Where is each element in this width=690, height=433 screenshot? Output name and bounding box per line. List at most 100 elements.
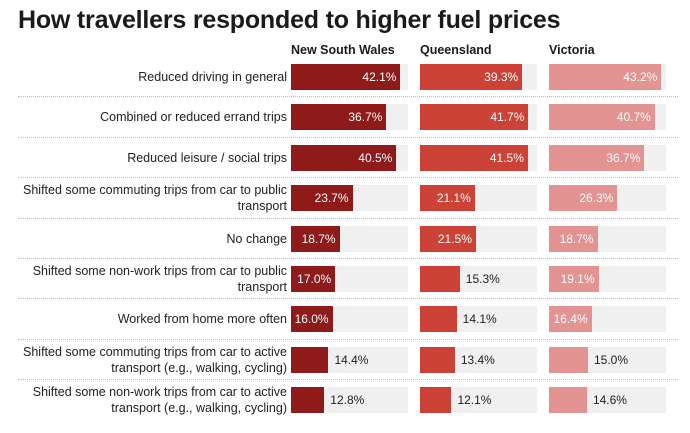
data-label: 26.3% [579, 191, 614, 206]
bar-victoria [549, 266, 599, 292]
category-label: Reduced leisure / social trips [127, 150, 287, 165]
category-label: Combined or reduced errand trips [100, 110, 287, 125]
bar-track: 16.4% [549, 306, 666, 333]
chart-title: How travellers responded to higher fuel … [18, 6, 561, 34]
data-label: 16.0% [294, 312, 329, 327]
bar-victoria [549, 225, 598, 252]
bar-track: 15.3% [420, 266, 537, 292]
category-label: Reduced driving in general [138, 70, 287, 84]
row-separator [18, 96, 678, 98]
data-label: 12.8% [330, 393, 365, 408]
bar-victoria [549, 387, 587, 414]
category-label: Worked from home more often [117, 312, 287, 327]
bar-track: 40.5% [291, 144, 408, 171]
bar-victoria [549, 64, 662, 90]
category-label: Shifted some non-work trips from car to … [32, 264, 287, 294]
bar-track: 14.4% [291, 346, 408, 373]
bar-new-south-wales [291, 387, 325, 414]
bar-track: 18.7% [291, 225, 408, 252]
bar-queensland [420, 144, 528, 171]
data-label: 18.7% [301, 231, 336, 246]
bar-track: 26.3% [549, 185, 666, 212]
bar-track: 43.2% [549, 64, 666, 90]
data-label: 42.1% [362, 70, 397, 84]
row-separator [18, 258, 678, 259]
bar-victoria [549, 306, 592, 333]
bar-queensland [420, 266, 460, 292]
bar-track: 21.5% [420, 225, 537, 252]
column-header-queensland: Queensland [420, 43, 492, 57]
bar-track: 17.0% [291, 266, 408, 292]
category-label: No change [226, 231, 287, 246]
bar-new-south-wales [291, 185, 353, 212]
row-separator [18, 217, 678, 219]
bar-victoria [549, 346, 588, 373]
data-label: 14.6% [592, 393, 627, 408]
data-label: 21.5% [437, 231, 472, 246]
data-label: 14.4% [334, 352, 369, 367]
row-separator [18, 177, 678, 179]
bar-queensland [420, 346, 455, 373]
bar-track: 42.1% [291, 64, 408, 90]
bar-new-south-wales [291, 64, 401, 90]
bar-track: 13.4% [420, 346, 537, 373]
row-separator [18, 338, 678, 340]
bar-track: 36.7% [291, 104, 408, 131]
bar-queensland [420, 104, 529, 131]
data-label: 41.7% [490, 110, 525, 125]
bar-queensland [420, 387, 452, 414]
data-label: 39.3% [484, 70, 519, 84]
data-label: 15.0% [594, 352, 629, 367]
bar-track: 23.7% [291, 185, 408, 212]
bar-track: 21.1% [420, 185, 537, 212]
category-label: Shifted some non-work trips from car to … [32, 385, 287, 416]
data-label: 17.0% [297, 272, 332, 286]
data-label: 18.7% [559, 231, 594, 246]
bar-new-south-wales [291, 306, 333, 333]
data-label: 15.3% [465, 272, 500, 286]
bar-track: 18.7% [549, 225, 666, 252]
bar-track: 16.0% [291, 306, 408, 333]
bar-track: 15.0% [549, 346, 666, 373]
bar-track: 36.7% [549, 144, 666, 171]
bar-victoria [549, 185, 618, 212]
bar-queensland [420, 306, 457, 333]
column-header-new-south-wales: New South Wales [291, 43, 395, 57]
data-label: 12.1% [457, 393, 492, 408]
bar-victoria [549, 104, 655, 131]
data-label: 23.7% [314, 191, 349, 206]
row-separator [18, 298, 678, 300]
bar-new-south-wales [291, 225, 340, 252]
bar-track: 41.5% [420, 144, 537, 171]
bar-new-south-wales [291, 144, 397, 171]
bar-track: 41.7% [420, 104, 537, 131]
bar-track: 12.8% [291, 387, 408, 414]
data-label: 19.1% [560, 272, 595, 286]
bar-new-south-wales [291, 266, 336, 292]
bar-new-south-wales [291, 104, 387, 131]
bar-queensland [420, 185, 475, 212]
bar-track: 14.6% [549, 387, 666, 414]
row-separator [18, 136, 678, 138]
category-label: Shifted some commuting trips from car to… [23, 183, 287, 214]
bar-track: 40.7% [549, 104, 666, 131]
data-label: 16.4% [553, 312, 588, 327]
bar-track: 14.1% [420, 306, 537, 333]
data-label: 13.4% [460, 352, 495, 367]
column-header-victoria: Victoria [549, 43, 595, 57]
data-label: 14.1% [462, 312, 497, 327]
data-label: 36.7% [348, 110, 383, 125]
data-label: 36.7% [606, 150, 641, 165]
bar-new-south-wales [291, 346, 329, 373]
row-separator [18, 379, 678, 381]
bar-track: 39.3% [420, 64, 537, 90]
data-label: 41.5% [489, 150, 524, 165]
data-label: 43.2% [623, 70, 658, 84]
data-label: 21.1% [436, 191, 471, 206]
bar-queensland [420, 64, 523, 90]
data-label: 40.7% [616, 110, 651, 125]
bar-victoria [549, 144, 645, 171]
bar-queensland [420, 225, 476, 252]
bar-track: 19.1% [549, 266, 666, 292]
bar-track: 12.1% [420, 387, 537, 414]
